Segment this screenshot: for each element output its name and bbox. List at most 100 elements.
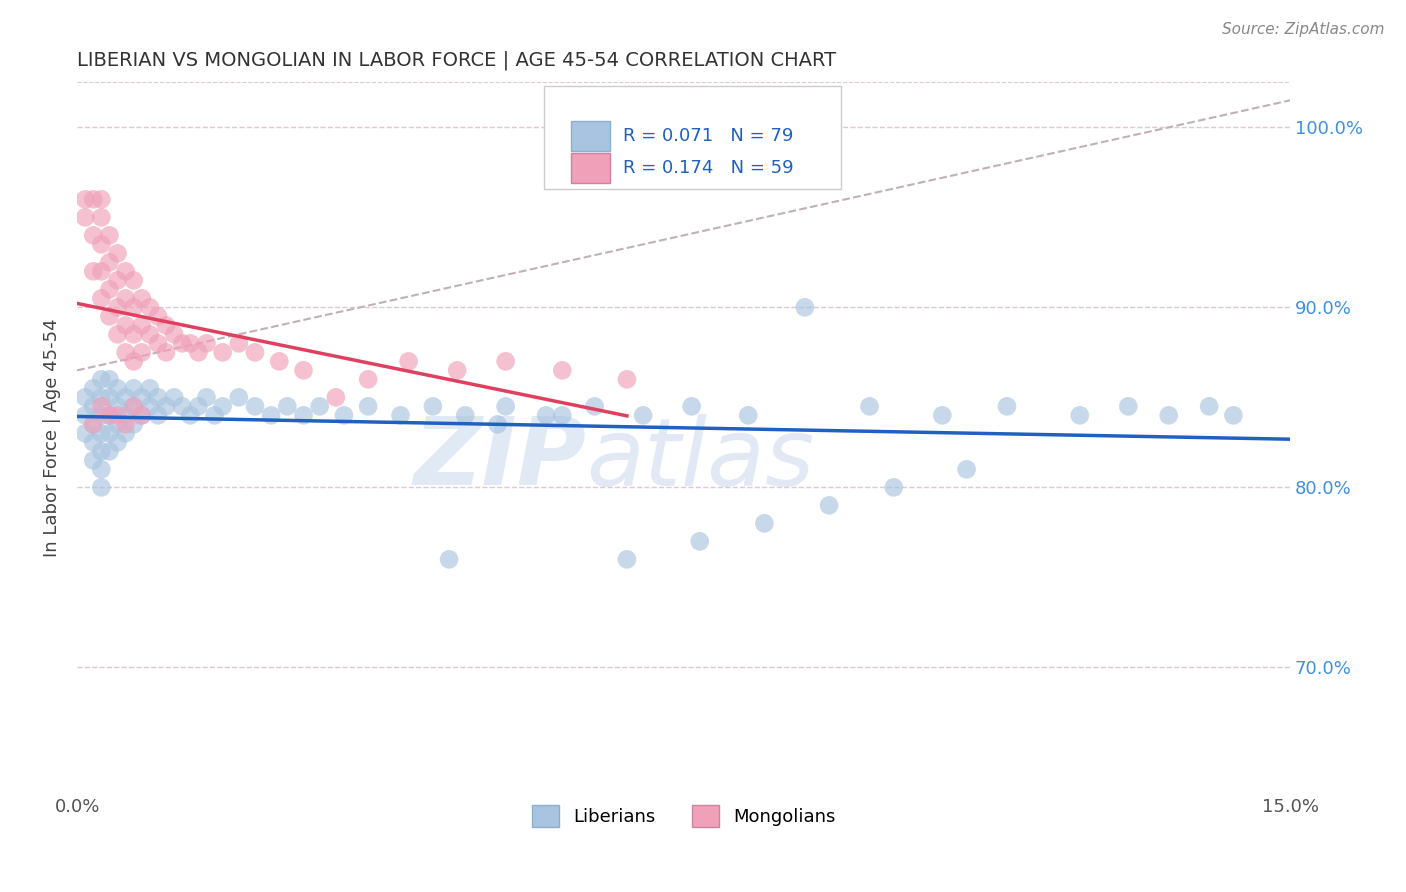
Point: [82, 453, 104, 467]
Text: atlas: atlas: [586, 414, 814, 505]
Point: [107, 417, 129, 432]
Point: [858, 400, 880, 414]
Point: [793, 301, 815, 315]
Point: [211, 400, 233, 414]
Point: [139, 327, 162, 342]
Point: [146, 336, 169, 351]
Point: [243, 345, 266, 359]
Point: [228, 336, 250, 351]
Point: [82, 400, 104, 414]
Point: [276, 400, 298, 414]
Point: [1157, 409, 1180, 423]
Point: [114, 417, 136, 432]
Point: [107, 435, 129, 450]
Point: [131, 291, 153, 305]
Point: [98, 426, 121, 441]
Point: [90, 480, 112, 494]
Legend: Liberians, Mongolians: Liberians, Mongolians: [524, 797, 842, 834]
Point: [422, 400, 444, 414]
Y-axis label: In Labor Force | Age 45-54: In Labor Force | Age 45-54: [44, 318, 60, 558]
Point: [90, 291, 112, 305]
FancyBboxPatch shape: [571, 120, 610, 151]
Point: [98, 228, 121, 243]
Text: R = 0.174   N = 59: R = 0.174 N = 59: [623, 159, 793, 177]
Point: [495, 400, 517, 414]
Point: [131, 318, 153, 333]
Point: [495, 354, 517, 368]
Point: [357, 400, 380, 414]
Point: [139, 301, 162, 315]
Point: [98, 372, 121, 386]
Point: [98, 409, 121, 423]
Point: [179, 336, 201, 351]
Point: [187, 345, 209, 359]
Point: [107, 246, 129, 260]
Point: [131, 345, 153, 359]
Point: [139, 400, 162, 414]
Point: [90, 211, 112, 225]
Point: [90, 444, 112, 458]
Point: [155, 400, 177, 414]
Point: [90, 264, 112, 278]
Point: [90, 400, 112, 414]
Point: [90, 409, 112, 423]
Point: [187, 400, 209, 414]
Point: [122, 273, 145, 287]
Point: [333, 409, 356, 423]
Point: [107, 327, 129, 342]
Point: [107, 400, 129, 414]
FancyBboxPatch shape: [571, 153, 610, 183]
Point: [98, 282, 121, 296]
Point: [1198, 400, 1220, 414]
Point: [172, 400, 194, 414]
Point: [107, 301, 129, 315]
Point: [107, 381, 129, 395]
Point: [75, 426, 97, 441]
Point: [486, 417, 509, 432]
Point: [98, 310, 121, 324]
Point: [398, 354, 420, 368]
Point: [931, 409, 953, 423]
Point: [82, 417, 104, 432]
Point: [90, 390, 112, 404]
Point: [131, 409, 153, 423]
Point: [737, 409, 759, 423]
Point: [122, 400, 145, 414]
Point: [122, 354, 145, 368]
Text: ZIP: ZIP: [413, 413, 586, 505]
Point: [1116, 400, 1139, 414]
Point: [389, 409, 412, 423]
Point: [114, 390, 136, 404]
Point: [139, 381, 162, 395]
Point: [454, 409, 477, 423]
Point: [75, 409, 97, 423]
Point: [818, 499, 841, 513]
Point: [155, 318, 177, 333]
Point: [122, 301, 145, 315]
Point: [75, 192, 97, 206]
Point: [195, 390, 218, 404]
Point: [122, 381, 145, 395]
Point: [82, 435, 104, 450]
Point: [98, 390, 121, 404]
Point: [107, 273, 129, 287]
Point: [114, 264, 136, 278]
Point: [172, 336, 194, 351]
Point: [883, 480, 905, 494]
Point: [146, 310, 169, 324]
Point: [1069, 409, 1091, 423]
Point: [583, 400, 606, 414]
Point: [122, 400, 145, 414]
Point: [114, 318, 136, 333]
Text: LIBERIAN VS MONGOLIAN IN LABOR FORCE | AGE 45-54 CORRELATION CHART: LIBERIAN VS MONGOLIAN IN LABOR FORCE | A…: [77, 51, 837, 70]
Point: [146, 409, 169, 423]
Point: [357, 372, 380, 386]
Point: [325, 390, 347, 404]
Point: [82, 381, 104, 395]
Point: [551, 363, 574, 377]
Point: [179, 409, 201, 423]
Point: [534, 409, 557, 423]
Point: [163, 390, 186, 404]
Point: [90, 192, 112, 206]
Text: R = 0.071   N = 79: R = 0.071 N = 79: [623, 127, 793, 145]
